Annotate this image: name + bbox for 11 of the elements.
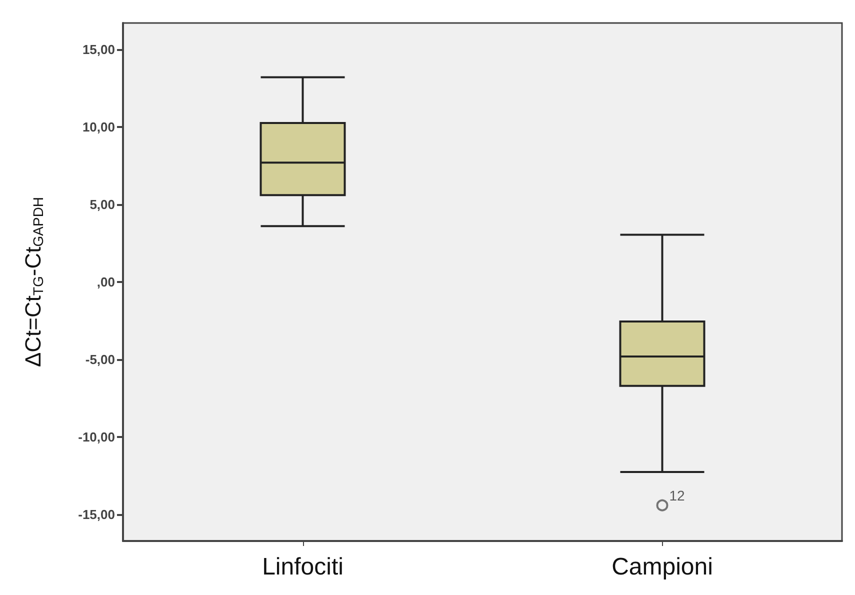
- y-tick-label: -5,00: [85, 352, 115, 368]
- y-tick-label: ,00: [96, 274, 115, 290]
- y-tick-label: 15,00: [82, 42, 115, 57]
- y-tick-label: -10,00: [78, 430, 115, 445]
- x-tick-label: Linfociti: [262, 554, 344, 580]
- y-tick-label: 5,00: [90, 196, 115, 212]
- y-axis-title: ΔCt=CtTG-CtGAPDH: [20, 196, 46, 368]
- y-tick-label: 10,00: [82, 119, 115, 134]
- x-tick-label: Campioni: [612, 554, 713, 580]
- annotation: 12: [669, 487, 686, 504]
- y-tick-label: -15,00: [78, 507, 115, 522]
